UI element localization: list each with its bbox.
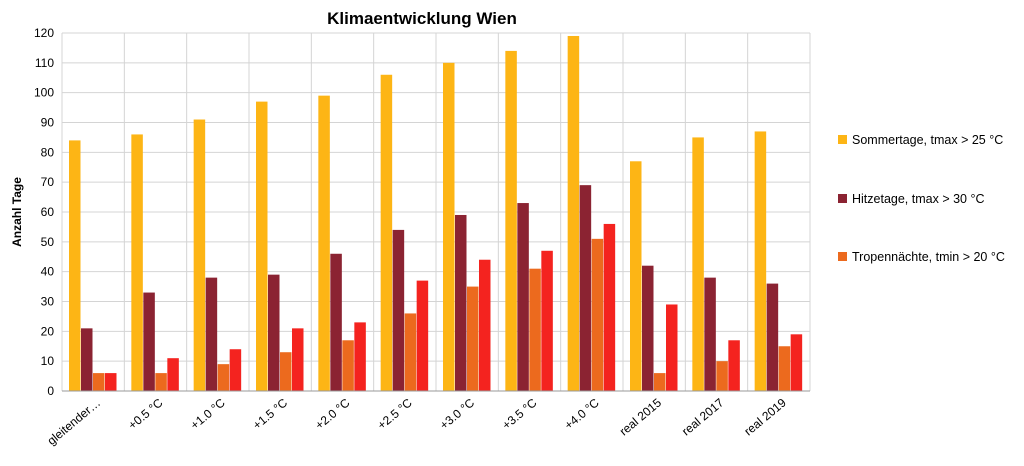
- bar: [354, 322, 366, 391]
- y-tick-label: 70: [41, 175, 55, 189]
- bar: [541, 250, 553, 391]
- bar: [268, 274, 280, 391]
- bar: [217, 364, 230, 391]
- y-tick-label: 50: [41, 235, 55, 249]
- bar: [443, 62, 455, 391]
- bar: [728, 340, 740, 391]
- x-tick-label: +0.5 °C: [125, 395, 165, 432]
- y-tick-label: 40: [41, 265, 55, 279]
- x-tick-labels: gleitender… +0.5 °C +1.0 °C +1.5 °C +2.0 °C +…: [45, 395, 789, 448]
- y-tick-label: 90: [41, 116, 55, 130]
- bar: [155, 373, 167, 391]
- bar: [392, 229, 405, 391]
- y-tick-label: 20: [41, 324, 55, 338]
- bar: [380, 74, 393, 392]
- x-tick-label: +3.5 °C: [499, 395, 539, 432]
- bar: [529, 268, 541, 391]
- bar: [603, 223, 616, 391]
- legend: Sommertage, tmax > 25 °C Hitzetage, tmax …: [838, 133, 1005, 264]
- y-tick-label: 0: [47, 384, 54, 398]
- y-tick-label: 80: [41, 145, 55, 159]
- bar: [666, 304, 678, 391]
- x-tick-label: +1.5 °C: [250, 395, 290, 432]
- legend-swatch: [838, 252, 847, 261]
- y-tick-label: 110: [35, 56, 54, 70]
- bar: [229, 349, 242, 391]
- bars: [69, 35, 803, 392]
- bar: [467, 286, 479, 391]
- bar: [193, 119, 206, 392]
- bar: [330, 253, 342, 391]
- x-tick-label: +2.0 °C: [312, 395, 352, 432]
- bar: [167, 358, 179, 391]
- bar: [318, 95, 330, 392]
- y-tick-labels: 0 10 20 30 40 50 60 70 80 90 100 110 120: [34, 26, 54, 398]
- legend-swatch: [838, 194, 847, 203]
- bar: [93, 373, 105, 391]
- bar: [766, 283, 779, 391]
- bar: [692, 137, 704, 391]
- bar: [778, 346, 791, 391]
- legend-entry: Sommertage, tmax > 25 °C: [852, 133, 1003, 147]
- bar: [205, 277, 218, 391]
- bar: [567, 35, 580, 391]
- bar: [81, 328, 93, 391]
- bar: [455, 214, 467, 391]
- bar: [479, 259, 491, 391]
- bar: [280, 352, 292, 391]
- bar: [579, 185, 592, 391]
- bar: [69, 140, 81, 391]
- y-tick-label: 10: [41, 354, 55, 368]
- y-tick-label: 60: [41, 205, 55, 219]
- bar: [505, 50, 517, 392]
- bar: [630, 161, 642, 391]
- x-tick-label: gleitender…: [45, 396, 104, 448]
- x-tick-label: real 2015: [617, 395, 665, 438]
- x-tick-label: real 2019: [741, 395, 789, 438]
- x-tick-label: +2.5 °C: [375, 395, 415, 432]
- bar: [404, 313, 417, 391]
- x-tick-label: +4.0 °C: [562, 395, 602, 432]
- bar: [591, 238, 604, 391]
- bar: [517, 203, 529, 391]
- y-tick-label: 120: [34, 26, 54, 40]
- bar: [292, 328, 304, 391]
- bar: [704, 277, 716, 391]
- x-tick-label: real 2017: [679, 395, 727, 438]
- legend-entry: Hitzetage, tmax > 30 °C: [852, 192, 985, 206]
- bar: [716, 361, 728, 391]
- legend-entry: Tropennächte, tmin > 20 °C: [852, 250, 1005, 264]
- y-tick-label: 100: [34, 86, 54, 100]
- x-tick-label: +1.0 °C: [188, 395, 228, 432]
- gridlines: [61, 32, 811, 392]
- y-axis-label: Anzahl Tage: [10, 177, 24, 247]
- bar: [143, 292, 155, 391]
- bar: [105, 373, 117, 391]
- bar: [654, 373, 666, 391]
- bar: [642, 265, 654, 391]
- legend-swatch: [838, 135, 847, 144]
- bar: [754, 131, 767, 391]
- chart-title: Klimaentwicklung Wien: [327, 9, 517, 28]
- x-tick-label: +3.0 °C: [437, 395, 477, 432]
- bar: [790, 334, 803, 391]
- y-tick-label: 30: [41, 295, 55, 309]
- bar: [131, 134, 143, 391]
- bar: [256, 101, 268, 391]
- bar: [342, 340, 354, 391]
- bar: [416, 280, 429, 391]
